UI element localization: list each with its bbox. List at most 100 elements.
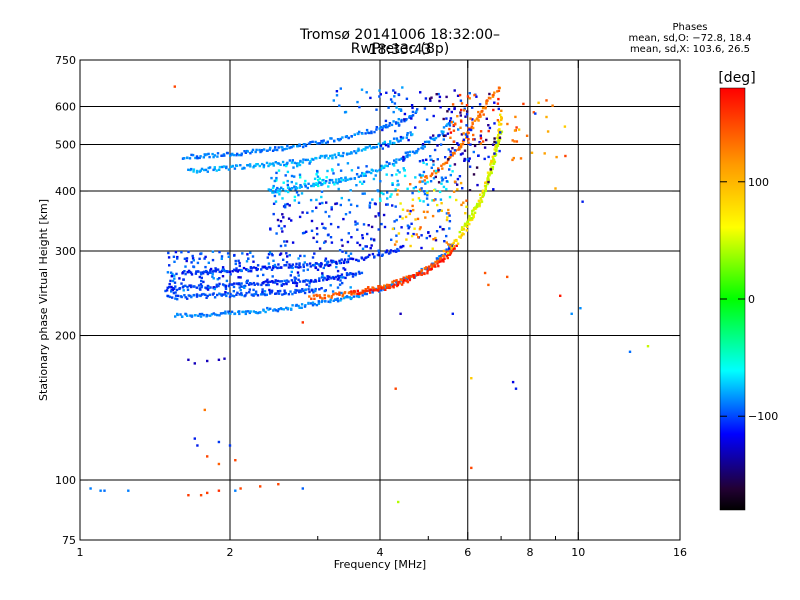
trace-point xyxy=(190,295,193,299)
cluster-point xyxy=(315,182,318,185)
trace-point xyxy=(330,261,333,264)
cluster-point xyxy=(334,202,337,206)
cluster-point xyxy=(397,93,400,96)
cluster-point xyxy=(287,190,290,194)
trace-point xyxy=(276,290,280,293)
cluster-point xyxy=(354,223,357,226)
cluster-point xyxy=(399,202,402,205)
cluster-point xyxy=(425,163,428,166)
cluster-point xyxy=(192,259,195,262)
trace-point xyxy=(466,222,469,225)
trace-point xyxy=(447,253,450,257)
cluster-point xyxy=(391,227,395,231)
cluster-point xyxy=(200,279,203,283)
trace-point xyxy=(354,151,358,155)
trace-point xyxy=(441,258,445,261)
cluster-point xyxy=(192,265,196,269)
cluster-point xyxy=(176,257,179,260)
trace-point xyxy=(186,285,189,289)
trace-point xyxy=(202,168,206,172)
trace-point xyxy=(332,299,335,302)
trace-point xyxy=(470,218,474,221)
trace-point xyxy=(468,217,471,220)
cluster-point xyxy=(325,278,328,281)
trace-point xyxy=(304,144,308,148)
cluster-point xyxy=(330,206,333,209)
cluster-point xyxy=(477,154,480,157)
trace-point xyxy=(481,106,485,110)
cluster-point xyxy=(405,238,408,241)
trace-point xyxy=(230,310,234,313)
scatter-point xyxy=(259,485,262,488)
trace-point xyxy=(280,186,283,189)
cluster-point xyxy=(358,105,361,109)
trace-point xyxy=(352,272,355,276)
trace-point xyxy=(328,178,332,182)
trace-point xyxy=(487,96,491,100)
trace-point xyxy=(332,293,335,296)
cluster-point xyxy=(338,283,342,286)
trace-point xyxy=(353,150,356,153)
cluster-point xyxy=(465,124,468,127)
cluster-point xyxy=(461,187,464,190)
cluster-point xyxy=(430,96,433,99)
trace-point xyxy=(424,267,427,270)
trace-point xyxy=(384,288,387,291)
trace-point xyxy=(325,154,328,157)
trace-point xyxy=(313,302,316,306)
trace-point xyxy=(295,282,299,285)
cluster-point xyxy=(304,288,307,291)
trace-point xyxy=(497,89,501,92)
cluster-point xyxy=(278,193,281,196)
cluster-point xyxy=(167,256,171,259)
scatter-point xyxy=(570,312,573,315)
cluster-point xyxy=(320,190,324,193)
trace-point xyxy=(277,146,280,149)
cluster-point xyxy=(211,250,215,253)
trace-point xyxy=(167,294,170,298)
trace-point xyxy=(406,155,409,159)
cluster-point xyxy=(327,233,330,236)
scatter-point xyxy=(579,307,582,310)
trace-point xyxy=(443,257,446,260)
cluster-point xyxy=(337,225,340,229)
trace-point xyxy=(339,137,342,141)
trace-point xyxy=(375,145,378,149)
trace-point xyxy=(459,236,462,239)
trace-point xyxy=(333,277,336,280)
scatter-point xyxy=(217,440,221,444)
cluster-point xyxy=(289,188,292,191)
cluster-point xyxy=(303,231,306,234)
trace-point xyxy=(223,293,227,296)
cluster-point xyxy=(325,176,328,179)
trace-point xyxy=(398,158,401,161)
cluster-point xyxy=(460,133,464,136)
trace-point xyxy=(491,155,494,159)
cluster-point xyxy=(317,263,321,266)
cluster-point xyxy=(422,161,425,164)
cluster-point xyxy=(288,187,291,191)
trace-point xyxy=(222,165,226,168)
cluster-point xyxy=(285,261,289,264)
cluster-point xyxy=(432,163,435,166)
trace-point xyxy=(400,120,403,123)
trace-point xyxy=(216,155,219,158)
trace-point xyxy=(496,90,499,93)
trace-point xyxy=(279,163,282,166)
trace-point xyxy=(272,309,275,312)
trace-point xyxy=(439,256,442,260)
trace-point xyxy=(468,222,471,226)
trace-point xyxy=(307,142,311,145)
trace-point xyxy=(209,286,212,289)
cluster-point xyxy=(467,159,470,163)
trace-point xyxy=(371,169,375,172)
trace-point xyxy=(334,178,338,181)
trace-point xyxy=(303,305,307,308)
trace-point xyxy=(489,162,493,165)
trace-point xyxy=(195,169,199,173)
trace-point xyxy=(314,278,317,282)
trace-point xyxy=(277,292,281,295)
cluster-point xyxy=(169,271,173,274)
trace-point xyxy=(320,154,324,158)
trace-point xyxy=(174,297,177,300)
